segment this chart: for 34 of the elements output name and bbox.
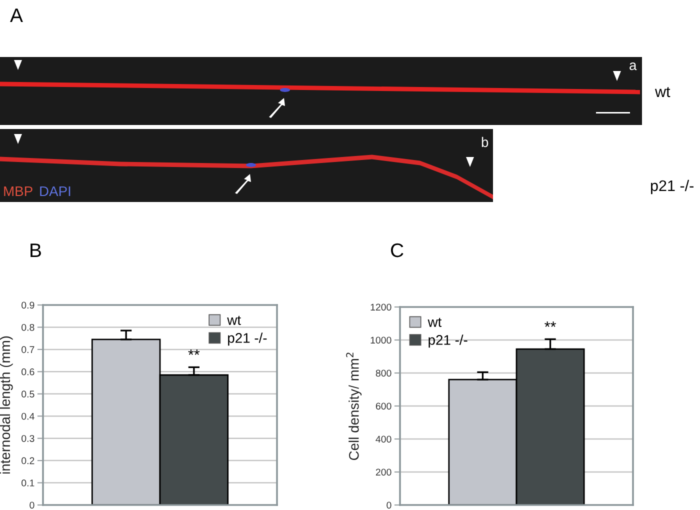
y-tick-label: 0.8 bbox=[22, 324, 34, 331]
y-tick-label: 0.4 bbox=[22, 412, 34, 420]
y-tick-label: 200 bbox=[376, 468, 392, 476]
text: wt bbox=[654, 87, 670, 98]
y-tick-label: 1000 bbox=[370, 336, 392, 344]
text: MBP bbox=[4, 186, 32, 196]
text: DAPI bbox=[40, 186, 70, 196]
y-tick-label: 0.2 bbox=[22, 457, 34, 464]
y-tick-label: 0.9 bbox=[22, 302, 34, 309]
y-tick-label: 0.3 bbox=[22, 435, 34, 442]
text: a bbox=[630, 62, 637, 70]
text: p21 -/- bbox=[650, 180, 694, 194]
annotation: ** bbox=[544, 322, 556, 327]
chart-title: C bbox=[390, 243, 404, 258]
y-tick-label: 0.7 bbox=[22, 346, 34, 354]
legend-label: wt bbox=[227, 316, 241, 325]
y-tick-label: 0.1 bbox=[22, 480, 34, 486]
annotation: ** bbox=[188, 350, 200, 355]
y-tick-label: 800 bbox=[376, 370, 392, 377]
y-tick-label: 0 bbox=[30, 502, 34, 509]
text: b bbox=[482, 136, 488, 148]
y-axis-title: internodal length (mm) bbox=[0, 336, 13, 474]
legend-label: p21 -/- bbox=[428, 334, 468, 348]
legend-label: wt bbox=[428, 318, 442, 327]
y-tick-label: 0.5 bbox=[22, 390, 34, 398]
text: A bbox=[10, 8, 23, 22]
y-tick-label: 1200 bbox=[370, 304, 392, 311]
y-tick-label: 0.6 bbox=[22, 368, 34, 376]
y-tick-label: 0 bbox=[386, 502, 392, 509]
chart-title: B bbox=[30, 244, 41, 257]
y-tick-label: 400 bbox=[376, 436, 392, 443]
legend-label: p21 -/- bbox=[228, 332, 267, 346]
y-tick-label: 600 bbox=[376, 402, 392, 410]
y-axis-title: Cell density/ mm$^{2}$ bbox=[346, 352, 362, 460]
